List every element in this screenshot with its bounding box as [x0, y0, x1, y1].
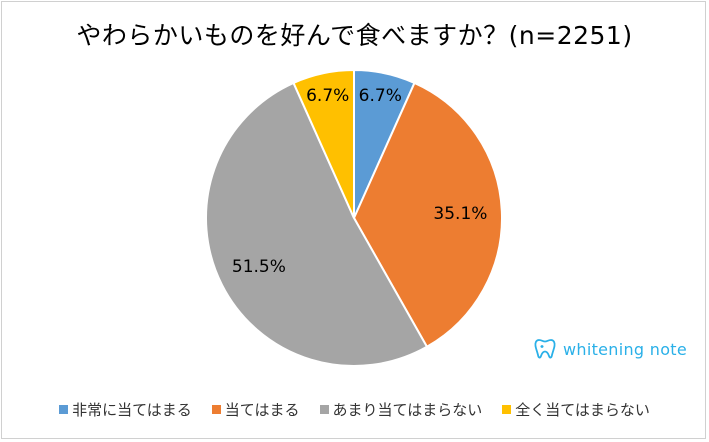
- legend-label: 非常に当てはまる: [72, 401, 192, 419]
- legend-swatch: [319, 405, 329, 414]
- legend-swatch: [502, 405, 512, 414]
- slice-value-label: 51.5%: [232, 257, 286, 277]
- chart-title: やわらかいものを好んで食べますか？(n=2251): [76, 21, 633, 50]
- legend-swatch: [59, 405, 69, 414]
- legend-swatch: [211, 405, 221, 414]
- legend-label: 当てはまる: [224, 401, 300, 419]
- legend: 非常に当てはまる 当てはまる あまり当てはまらない 全く当てはまらない: [0, 399, 709, 420]
- legend-item-2: 当てはまる: [211, 399, 300, 420]
- tooth-icon: [534, 339, 556, 359]
- pie-slice-4: [292, 68, 355, 219]
- legend-label: 全く当てはまらない: [515, 401, 650, 419]
- legend-label: あまり当てはまらない: [332, 401, 483, 419]
- legend-item-1: 非常に当てはまる: [59, 399, 192, 420]
- whitening-note-logo: whitening note: [533, 336, 687, 362]
- legend-item-3: あまり当てはまらない: [319, 399, 483, 420]
- legend-item-4: 全く当てはまらない: [502, 399, 650, 420]
- pie-slice-3: [205, 81, 429, 367]
- slice-value-label: 6.7%: [359, 86, 402, 106]
- slice-value-label: 35.1%: [433, 204, 487, 224]
- logo-text: whitening note: [563, 339, 688, 359]
- pie-slice-2: [352, 81, 503, 349]
- slice-value-label: 6.7%: [306, 86, 349, 106]
